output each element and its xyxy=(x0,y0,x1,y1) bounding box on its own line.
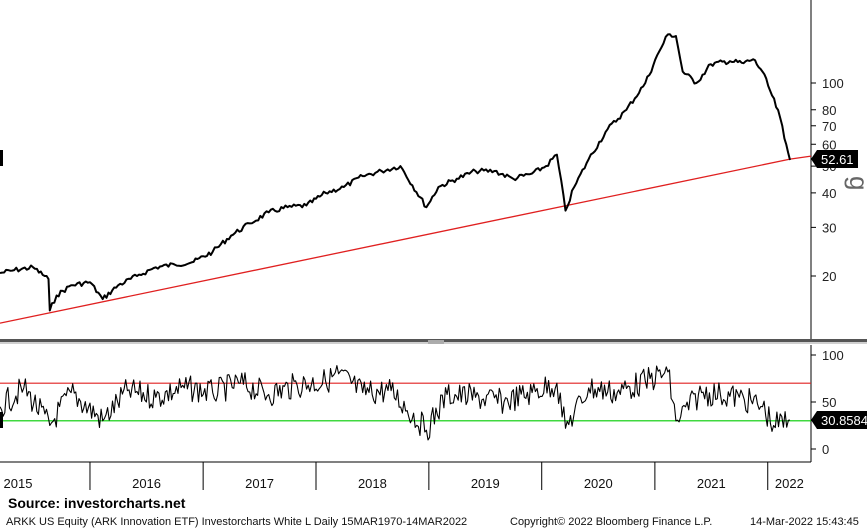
year-tick-label: 2016 xyxy=(132,476,161,491)
year-tick-label: 2022 xyxy=(775,476,804,491)
rsi-series-group xyxy=(0,365,791,441)
rsi-last-value-tag: 30.8584 xyxy=(811,411,867,429)
x-axis-year-ticks: 2015 2016 2017 2018 2019 2020 2021 2022 xyxy=(4,462,804,491)
price-tick-label: 60 xyxy=(822,137,836,152)
price-last-value-tag: 52.61 xyxy=(811,150,858,168)
year-tick-label: 2021 xyxy=(697,476,726,491)
rsi-tick-label: 0 xyxy=(822,442,829,457)
year-tick-label: 2020 xyxy=(584,476,613,491)
year-tick-label: 2019 xyxy=(471,476,500,491)
price-tick-label: 20 xyxy=(822,269,836,284)
price-tick-label: 30 xyxy=(822,220,836,235)
year-tick-label: 2018 xyxy=(358,476,387,491)
footer: Source: investorcharts.net ARKK US Equit… xyxy=(6,495,859,528)
rsi-tick-label: 100 xyxy=(822,348,844,363)
price-y-axis: 20304050607080100 xyxy=(811,76,844,284)
rsi-left-edge-marker xyxy=(0,412,3,428)
price-series-line xyxy=(0,33,791,312)
security-description: ARKK US Equity (ARK Innovation ETF) Inve… xyxy=(6,516,467,528)
price-panel: 20304050607080100 52.61 g xyxy=(0,0,867,339)
year-tick-label: 2017 xyxy=(245,476,274,491)
rsi-last-value-arrow xyxy=(811,411,867,429)
price-tick-label: 80 xyxy=(822,103,836,118)
copyright-text: Copyright© 2022 Bloomberg Finance L.P. xyxy=(510,516,712,528)
price-tick-label: 70 xyxy=(822,119,836,134)
left-edge-marker xyxy=(0,150,3,166)
price-series-group xyxy=(0,33,791,312)
price-tick-label: 40 xyxy=(822,186,836,201)
price-trendline xyxy=(0,158,791,324)
panel-splitter[interactable] xyxy=(0,339,867,344)
x-axis: 2015 2016 2017 2018 2019 2020 2021 2022 xyxy=(0,461,811,491)
price-trendline-extension xyxy=(789,155,812,160)
source-credit: Source: investorcharts.net xyxy=(8,495,186,511)
rsi-panel: 0 50 100 30.8584 xyxy=(0,345,867,462)
price-tick-label: 100 xyxy=(822,76,844,91)
side-glyph: g xyxy=(844,176,867,190)
year-tick-label: 2015 xyxy=(4,476,33,491)
rsi-y-axis: 0 50 100 xyxy=(811,348,844,457)
price-trendline-group xyxy=(0,155,812,324)
rsi-last-value-label: 30.8584 xyxy=(821,413,867,428)
price-last-value-label: 52.61 xyxy=(821,152,854,167)
rsi-series-line xyxy=(0,365,791,441)
timestamp-text: 14-Mar-2022 15:43:45 xyxy=(750,516,859,528)
price-last-value-arrow xyxy=(811,150,858,168)
rsi-tick-label: 50 xyxy=(822,395,836,410)
